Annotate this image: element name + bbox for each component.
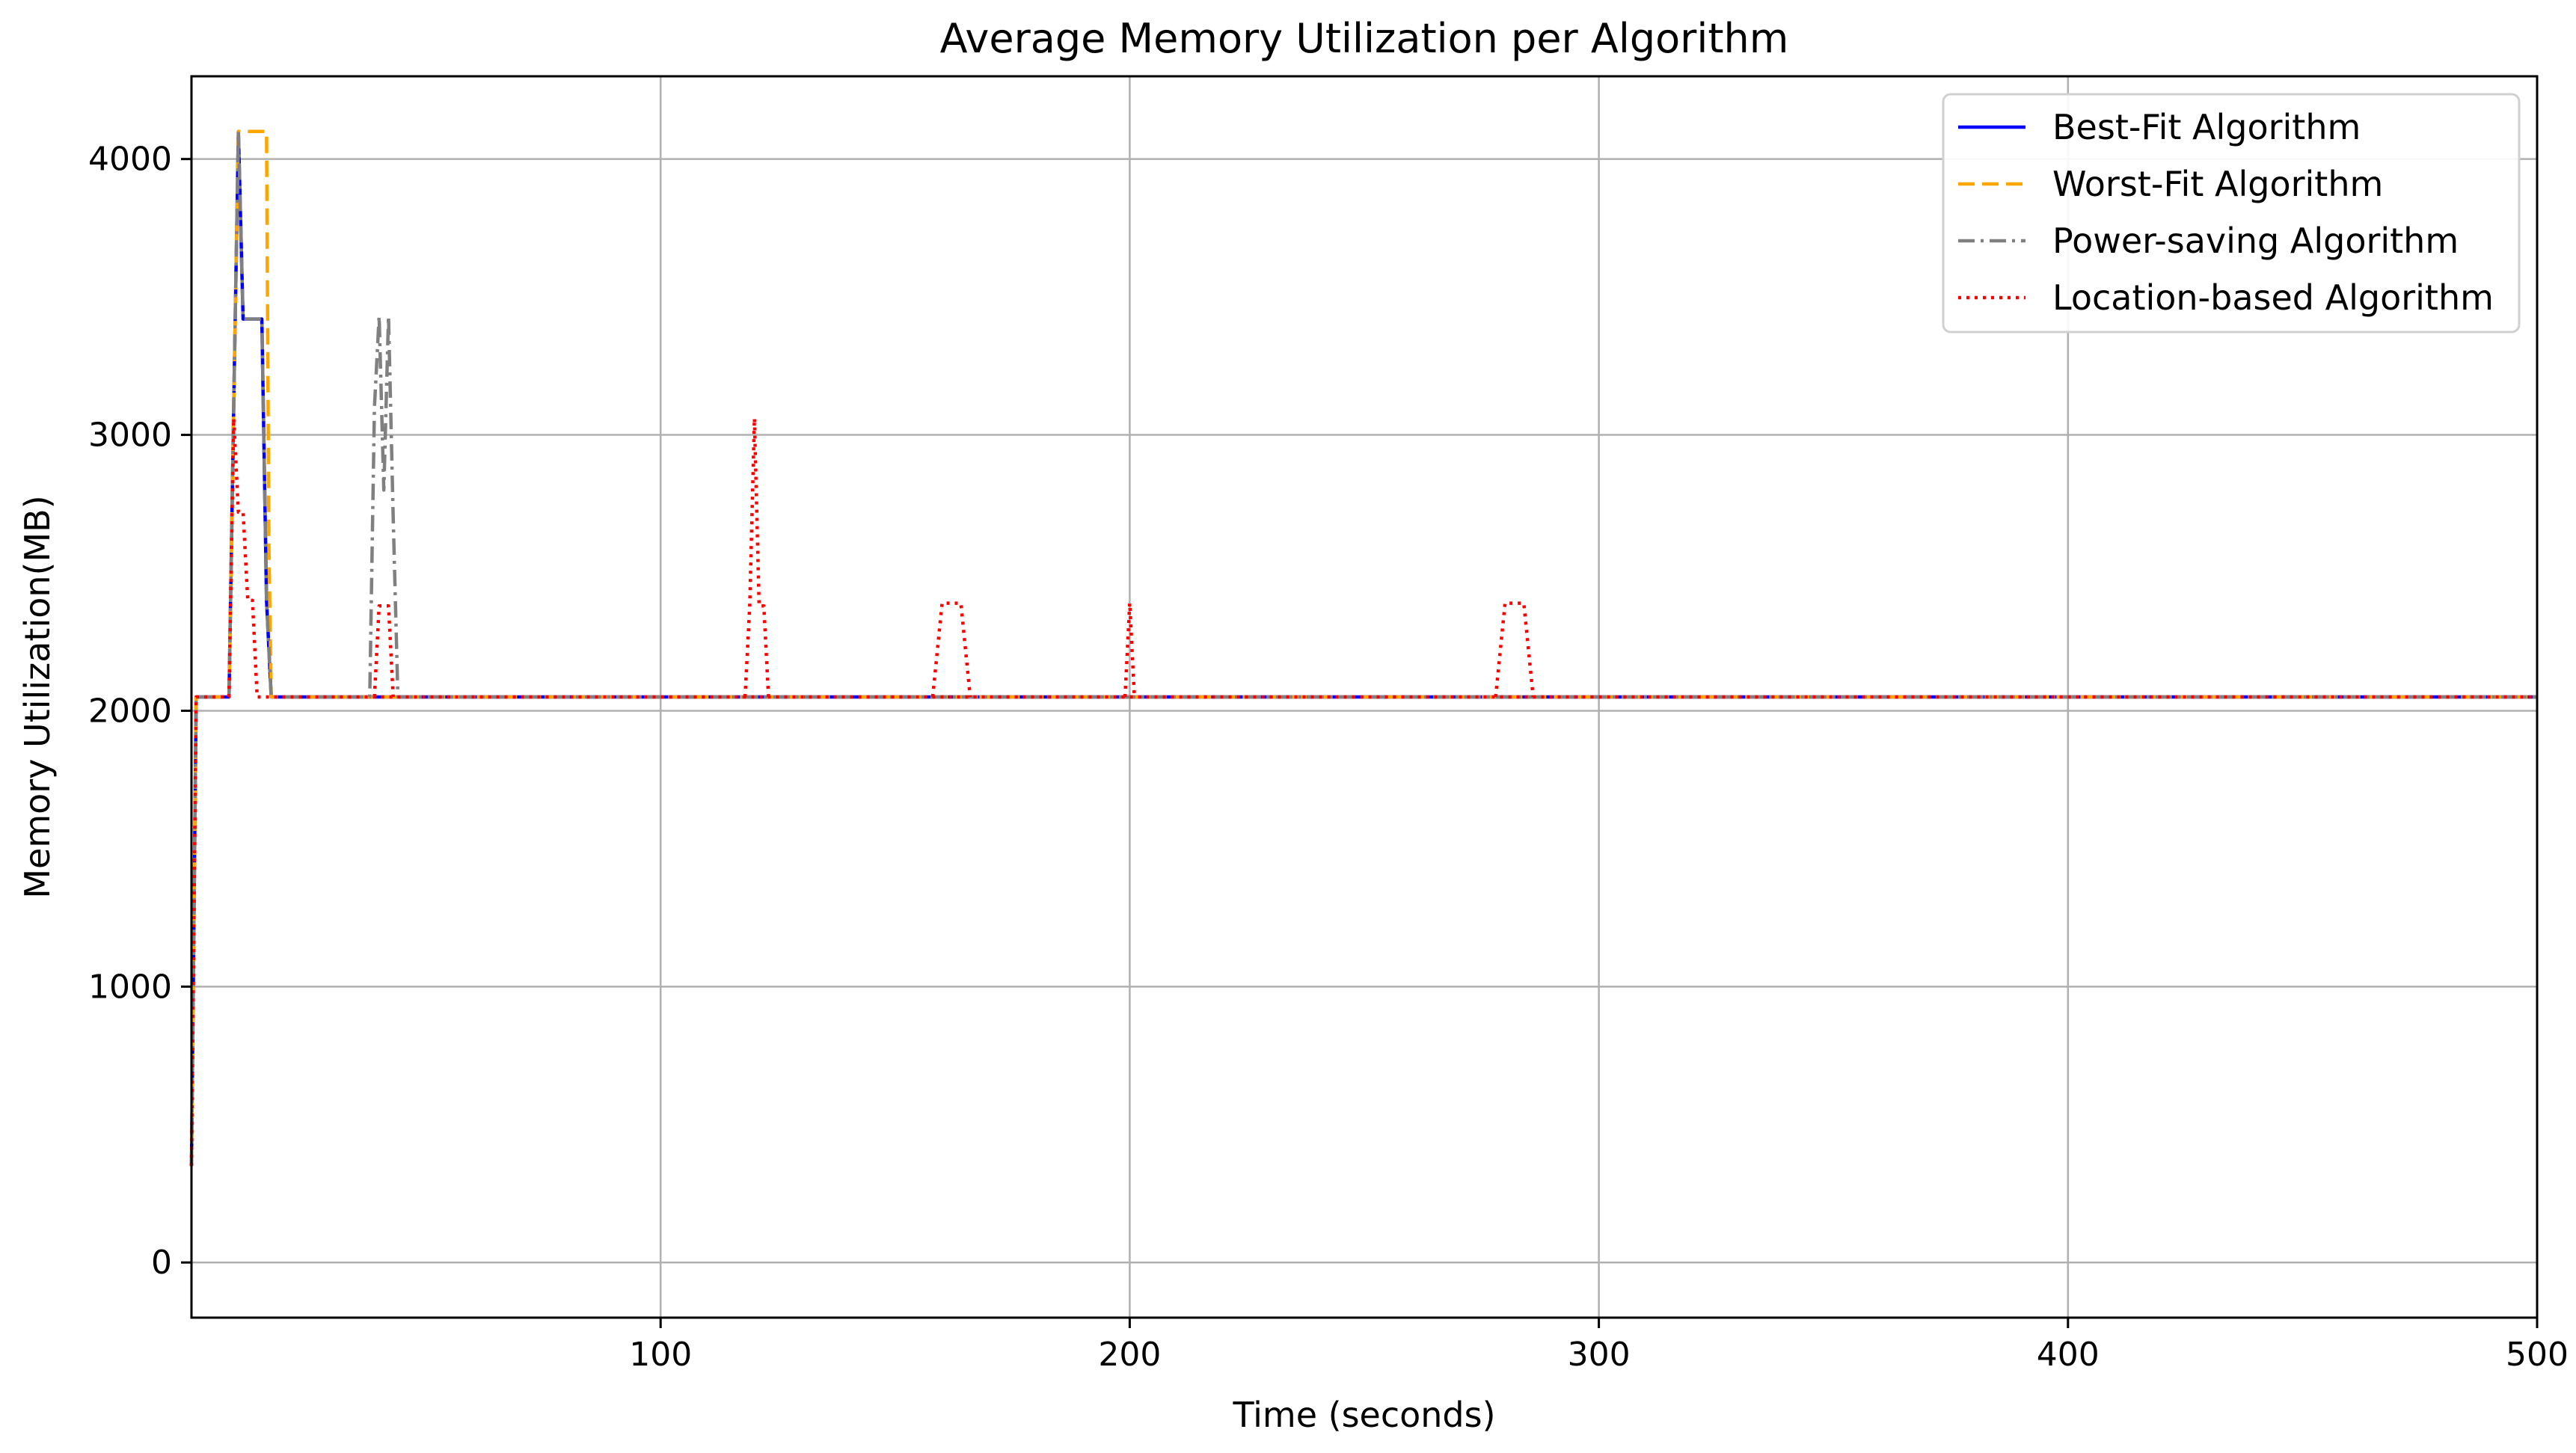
series-peak	[743, 417, 770, 698]
y-tick-label: 0	[151, 1244, 172, 1282]
series-line	[189, 417, 2537, 1167]
legend-label: Location-based Algorithm	[2052, 277, 2494, 318]
y-tick-label: 1000	[88, 968, 172, 1006]
series-power-saving-algorithm	[189, 129, 2537, 1167]
series-location-based-algorithm	[189, 417, 2537, 1167]
legend-entry: Worst-Fit Algorithm	[1958, 164, 2383, 204]
y-tick-label: 2000	[88, 692, 172, 730]
x-tick-label: 300	[1568, 1336, 1631, 1374]
series-peak	[1123, 601, 1136, 698]
legend-box	[1942, 93, 2521, 334]
x-axis-label: Time (seconds)	[1232, 1395, 1495, 1435]
x-tick-label: 500	[2506, 1336, 2569, 1374]
legend-entry: Power-saving Algorithm	[1958, 221, 2459, 261]
x-tick-label: 400	[2037, 1336, 2100, 1374]
legend-label: Worst-Fit Algorithm	[2052, 164, 2383, 204]
x-tick-label: 100	[629, 1336, 692, 1374]
series-layer	[189, 129, 2537, 1167]
legend-label: Power-saving Algorithm	[2052, 221, 2459, 261]
x-tick-label: 200	[1098, 1336, 1161, 1374]
legend-entry: Location-based Algorithm	[1958, 277, 2494, 318]
y-tick-label: 3000	[88, 417, 172, 455]
legend-entry: Best-Fit Algorithm	[1958, 107, 2361, 147]
ticks: 100 200 300 400 500 0 1000 2000 3000 4000	[88, 141, 2569, 1374]
legend: Best-Fit Algorithm Worst-Fit Algorithm Pow…	[1942, 93, 2521, 334]
series-line	[189, 129, 2537, 1167]
y-axis-label: Memory Utilization(MB)	[17, 495, 58, 898]
plot-frame	[190, 75, 2539, 1319]
y-tick-label: 4000	[88, 141, 172, 179]
chart-title: Average Memory Utilization per Algorithm	[940, 15, 1789, 62]
legend-label: Best-Fit Algorithm	[2052, 107, 2361, 147]
